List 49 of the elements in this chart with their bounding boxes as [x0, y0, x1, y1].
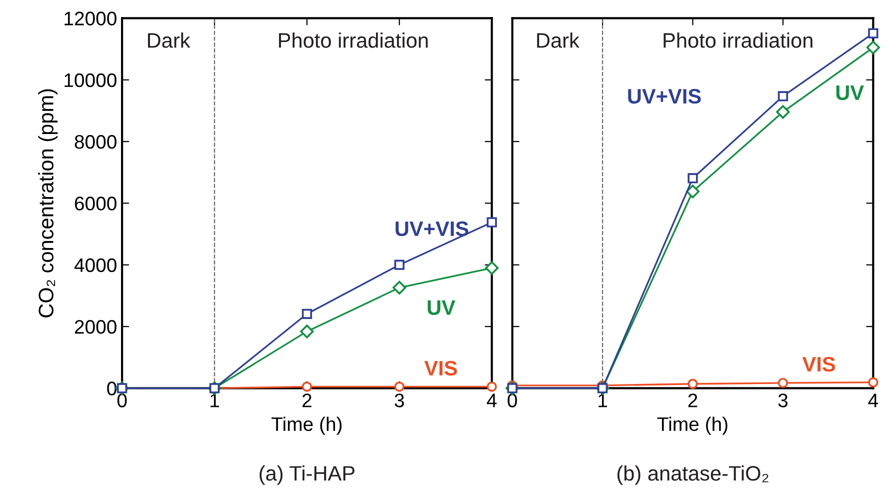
- point: [302, 308, 312, 319]
- series-label: UV: [428, 300, 456, 315]
- point: [778, 91, 788, 102]
- x-axis-title: Time (h): [657, 416, 728, 435]
- x-tick-label: 3: [778, 394, 788, 408]
- annotation: Dark: [148, 32, 190, 48]
- y-tick-label: 4000: [74, 258, 116, 272]
- x-tick-label: 4: [868, 394, 878, 408]
- x-tick-label: 0: [117, 394, 127, 408]
- point: [485, 261, 499, 275]
- text: UV+VIS: [628, 88, 701, 104]
- x-axis-title: Time (h): [272, 416, 342, 435]
- y-tick-label: 0: [107, 382, 116, 396]
- annotation: Photo irradiation: [664, 32, 812, 48]
- y-tick-label: 10000: [64, 73, 116, 88]
- point: [688, 378, 698, 389]
- series-label: VIS: [802, 356, 836, 372]
- text: (b) anatase-TiO₂: [617, 465, 768, 485]
- point: [688, 173, 698, 184]
- point: [486, 382, 497, 392]
- x-tick-label: 4: [486, 394, 497, 408]
- series-label: UV: [836, 86, 864, 100]
- y-tick-label: 2000: [74, 320, 116, 334]
- text: (a) Ti-HAP: [260, 465, 354, 485]
- point: [686, 184, 700, 198]
- y-tick-label: 6000: [74, 196, 116, 210]
- point: [776, 105, 790, 119]
- point: [778, 378, 788, 388]
- annotation: Photo irradiation: [279, 32, 428, 48]
- x-tick-label: 2: [302, 394, 312, 408]
- annotation: Dark: [537, 32, 580, 48]
- point: [302, 382, 312, 392]
- point: [394, 382, 404, 392]
- y-tick-label: 12000: [64, 12, 116, 26]
- point: [300, 324, 314, 338]
- point: [866, 40, 880, 54]
- point: [868, 377, 878, 388]
- x-tick-label: 2: [688, 394, 698, 408]
- x-tick-label: 3: [394, 394, 404, 408]
- point: [392, 280, 406, 294]
- series-label: UV+VIS: [396, 221, 468, 236]
- x-tick-label: 1: [598, 394, 607, 408]
- point: [486, 217, 497, 228]
- y-tick-label: 8000: [74, 135, 116, 149]
- y-axis-title: CO₂ concentration (ppm): [38, 89, 58, 318]
- x-tick-label: 0: [508, 394, 517, 408]
- point: [394, 260, 404, 270]
- series-label: VIS: [424, 360, 457, 376]
- point: [868, 28, 878, 38]
